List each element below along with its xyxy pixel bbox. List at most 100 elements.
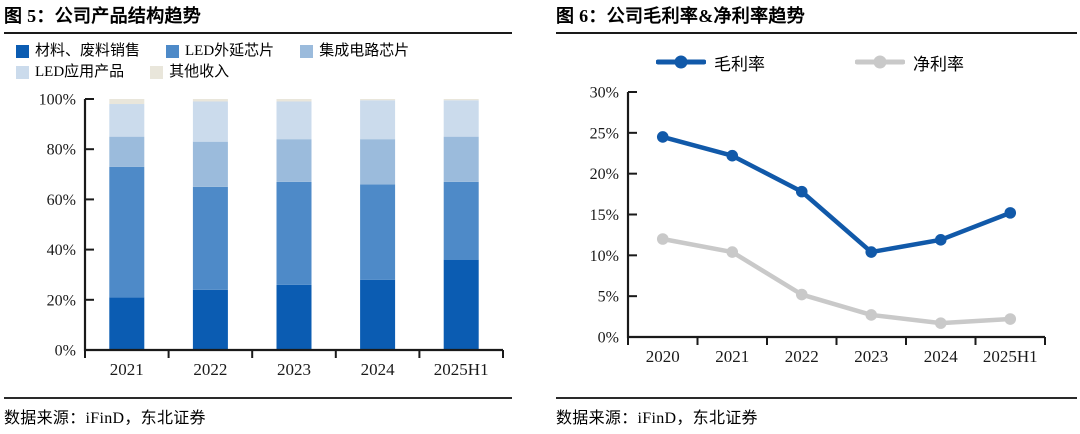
figure5-source: 数据来源：iFinD，东北证券 [4, 410, 206, 427]
legend-swatch [150, 65, 164, 79]
y-axis-tick-label: 5% [598, 289, 619, 306]
y-axis-tick-label: 40% [47, 242, 76, 259]
bar-segment [276, 101, 312, 140]
x-axis-label: 2023 [277, 360, 311, 379]
legend-item: LED应用产品 [16, 62, 124, 82]
y-axis-tick-label: 10% [590, 248, 619, 265]
legend-item: 其他收入 [150, 62, 229, 82]
bar-segment [276, 181, 312, 285]
figure5-title: 图 5：公司产品结构趋势 [4, 6, 202, 26]
bar-segment [360, 279, 396, 350]
bar-segment [109, 297, 145, 350]
y-axis-tick-label: 25% [590, 125, 619, 142]
data-point [865, 309, 878, 321]
figure6-title-block: 图 6：公司毛利率&净利率趋势 [556, 5, 1077, 34]
x-axis-label: 2025H1 [983, 347, 1038, 366]
bar-segment [192, 186, 228, 290]
figure6-legend: 毛利率 净利率 [540, 49, 1080, 75]
data-point [934, 234, 947, 246]
x-axis-label: 2024 [924, 347, 959, 366]
legend-swatch [16, 65, 29, 79]
margin-trend-line-chart: 0% 5% 10% 15% 20% 25% 30% 2020 2021 2022 2023 2024 2… [590, 85, 1046, 366]
bar-segment [360, 139, 396, 185]
data-point [795, 185, 808, 198]
legend-item: 毛利率 [656, 50, 765, 75]
y-axis-tick-label: 20% [47, 292, 76, 309]
x-axis-label: 2021 [110, 360, 144, 379]
x-axis-label: 2024 [361, 360, 396, 379]
legend-label: 毛利率 [714, 54, 765, 74]
bar-segment [276, 99, 312, 102]
data-point [1004, 313, 1017, 325]
y-axis-tick-label: 0% [55, 343, 76, 360]
bar-segment [192, 141, 228, 187]
bar-segment [109, 104, 145, 137]
y-axis-tick-label: 20% [590, 166, 619, 183]
figure6-source: 数据来源：iFinD，东北证券 [556, 410, 758, 427]
y-axis-tick-label: 15% [590, 207, 619, 224]
data-point [795, 288, 808, 301]
legend-swatch [16, 44, 29, 58]
bar-segment [192, 99, 228, 102]
bar-segment [192, 289, 228, 350]
figure6-title: 图 6：公司毛利率&净利率趋势 [556, 6, 805, 26]
x-axis-label: 2025H1 [434, 360, 489, 379]
legend-item: 材料、废料销售 [16, 41, 140, 61]
bar-segment [109, 166, 145, 298]
legend-label: 净利率 [913, 54, 964, 74]
y-axis-tick-label: 30% [590, 85, 619, 102]
bar-segment [443, 259, 479, 350]
data-point [1004, 207, 1017, 219]
bar-segment [276, 284, 312, 350]
legend-label: 材料、废料销售 [35, 43, 141, 59]
data-line [660, 134, 1013, 255]
bar-segment [360, 100, 396, 140]
bar-segment [360, 184, 396, 280]
y-axis-tick-label: 0% [598, 330, 619, 347]
figure5-panel: 图 5：公司产品结构趋势 材料、废料销售 LED外延芯片 集成电路芯片 LED应用产品… [4, 5, 512, 428]
y-axis-tick-label: 100% [39, 92, 76, 109]
bar-segment [443, 181, 479, 260]
axis-line [83, 99, 503, 352]
legend-marker-dot [873, 55, 887, 69]
legend-swatch [300, 44, 314, 58]
legend-item: LED外延芯片 [166, 41, 274, 61]
data-point [656, 233, 669, 245]
legend-item: 净利率 [855, 50, 964, 75]
figure5-legend: 材料、废料销售 LED外延芯片 集成电路芯片 LED应用产品 其他收入 [16, 41, 510, 82]
figure6-panel: 图 6：公司毛利率&净利率趋势 毛利率 净利率 0% 5% 10% 15% 20% 25% 3… [540, 0, 1080, 434]
product-structure-stacked-bar-chart: 0% 20% 40% 60% 80% 100% 2021 2022 2023 2024 2025H1 [39, 92, 504, 379]
data-line [660, 236, 1013, 326]
axis-line [626, 92, 1045, 339]
legend-label: LED应用产品 [35, 64, 125, 80]
legend-swatch [166, 44, 180, 58]
bar-segment [109, 136, 145, 167]
y-axis-tick-label: 60% [47, 192, 76, 209]
data-point [726, 246, 739, 258]
figure5-source-block: 数据来源：iFinD，东北证券 [4, 397, 512, 428]
figure6-source-block: 数据来源：iFinD，东北证券 [556, 397, 1077, 428]
bar-segment [443, 100, 479, 137]
figure5-title-block: 图 5：公司产品结构趋势 [4, 5, 512, 34]
legend-label: 其他收入 [169, 64, 230, 80]
x-axis-label: 2020 [646, 347, 680, 366]
x-axis-label: 2023 [854, 347, 888, 366]
x-axis-label: 2022 [785, 347, 819, 366]
bar-segment [443, 99, 479, 101]
legend-line-marker [656, 55, 706, 69]
legend-line-marker [855, 55, 905, 69]
data-point [726, 149, 739, 162]
legend-item: 集成电路芯片 [300, 41, 409, 61]
data-point [656, 131, 669, 143]
y-axis-tick-label: 80% [47, 142, 76, 159]
bar-segment [443, 136, 479, 182]
bar-segment [360, 99, 396, 101]
legend-label: 集成电路芯片 [319, 43, 410, 59]
bar-segment [192, 101, 228, 142]
bar-segment [276, 139, 312, 182]
bar-segment [109, 99, 145, 105]
data-point [934, 317, 947, 329]
x-axis-label: 2021 [715, 347, 749, 366]
legend-label: LED外延芯片 [185, 43, 275, 59]
